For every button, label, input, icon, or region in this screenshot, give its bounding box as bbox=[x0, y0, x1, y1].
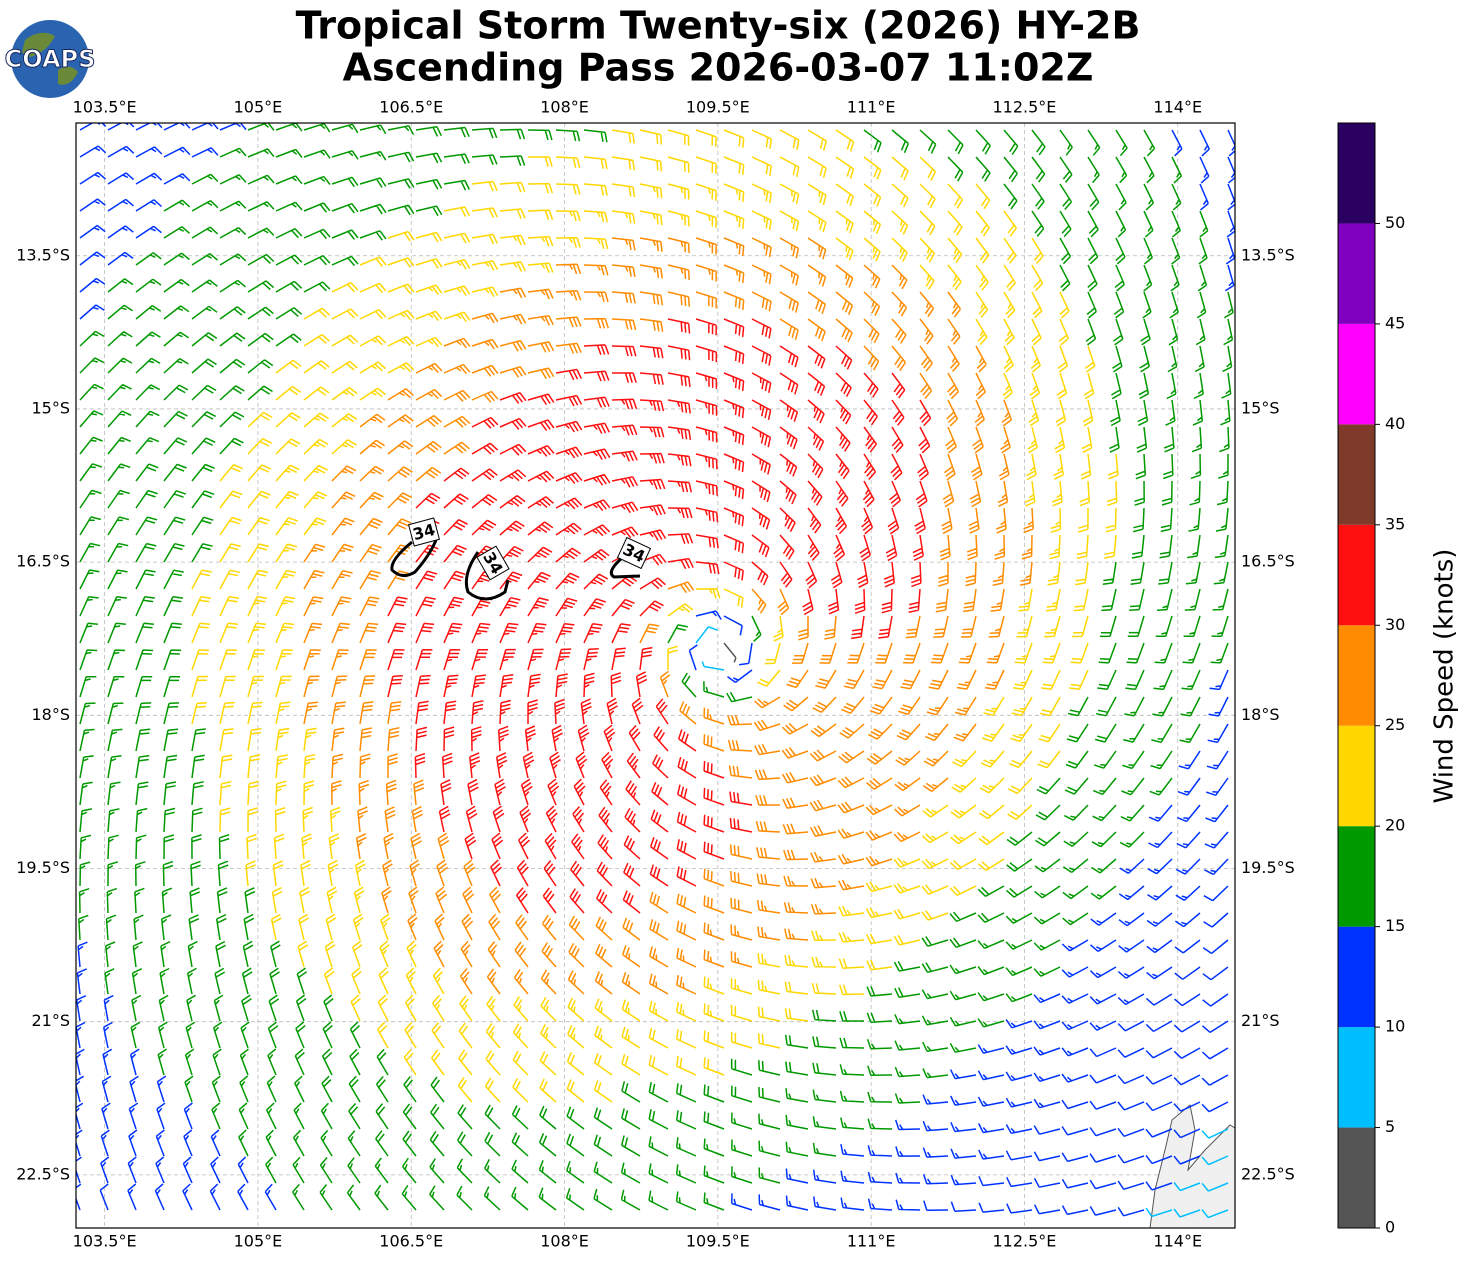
colorbar-bin bbox=[1338, 123, 1375, 224]
barb-group bbox=[387, 318, 932, 914]
colorbar-frame bbox=[1337, 122, 1376, 1229]
contour-34 bbox=[609, 556, 641, 579]
x-tick-label: 105°E bbox=[234, 98, 283, 117]
barb-group bbox=[191, 129, 1119, 1103]
y-tick-label: 18°S bbox=[31, 705, 70, 724]
x-tick-label: 106.5°E bbox=[379, 98, 443, 117]
colorbar-tick-label: 25 bbox=[1385, 715, 1405, 734]
map-frame bbox=[75, 122, 1236, 1229]
grid bbox=[76, 123, 1235, 1228]
colorbar-bin bbox=[1338, 524, 1375, 626]
y-tick-label: 16.5°S bbox=[1241, 552, 1295, 571]
contour-34 bbox=[464, 551, 510, 601]
x-tick-label: 105°E bbox=[234, 1232, 283, 1251]
colorbar-bin bbox=[1338, 625, 1375, 726]
y-tick-label: 18°S bbox=[1241, 705, 1280, 724]
y-tick-label: 16.5°S bbox=[16, 552, 70, 571]
barb-group bbox=[76, 123, 1235, 1217]
contour-label-box bbox=[407, 517, 441, 547]
x-tick-label: 111°E bbox=[847, 98, 896, 117]
barb-group bbox=[695, 626, 1229, 1219]
x-tick-label: 114°E bbox=[1153, 98, 1202, 117]
colorbar-bin bbox=[1338, 1127, 1375, 1228]
colorbar-bin bbox=[1338, 926, 1375, 1028]
logo: COAPS bbox=[4, 20, 96, 98]
colorbar-bin bbox=[1338, 323, 1375, 425]
y-tick-label: 21°S bbox=[1241, 1011, 1280, 1030]
x-tick-label: 111°E bbox=[847, 1232, 896, 1251]
y-tick-label: 19.5°S bbox=[1241, 858, 1295, 877]
colorbar-tick-label: 15 bbox=[1385, 916, 1405, 935]
x-tick-label: 106.5°E bbox=[379, 1232, 443, 1251]
colorbar-tick-label: 10 bbox=[1385, 1017, 1405, 1036]
contour-34 bbox=[390, 539, 438, 577]
contour-label: 34 bbox=[616, 536, 652, 570]
colorbar-bin bbox=[1338, 223, 1375, 324]
wind-barbs bbox=[76, 123, 1235, 1219]
contour-label-box bbox=[476, 545, 510, 581]
logo-land bbox=[22, 32, 78, 85]
y-tick-label: 15°S bbox=[1241, 398, 1280, 417]
x-tick-label: 103.5°E bbox=[73, 1232, 137, 1251]
y-tick-label: 13.5°S bbox=[16, 245, 70, 264]
title-line: Ascending Pass 2026-03-07 11:02Z bbox=[343, 46, 1094, 90]
colorbar-bin bbox=[1338, 424, 1375, 525]
colorbar-tick-label: 0 bbox=[1385, 1218, 1395, 1237]
colorbar-label: Wind Speed (knots) bbox=[1430, 549, 1460, 804]
barb-group bbox=[78, 123, 1234, 1211]
colorbar-tick-label: 20 bbox=[1385, 816, 1405, 835]
contours bbox=[390, 539, 641, 601]
colorbar-tick-label: 45 bbox=[1385, 313, 1405, 332]
x-tick-label: 114°E bbox=[1153, 1232, 1202, 1251]
colorbar-tick-label: 5 bbox=[1385, 1117, 1395, 1136]
contour-label: 34 bbox=[407, 517, 441, 547]
barb-group bbox=[723, 642, 737, 663]
x-tick-label: 109.5°E bbox=[686, 98, 750, 117]
colorbar: 0 5 10 15 20 25 30 35 40 45 50 bbox=[1337, 122, 1405, 1237]
x-tick-label: 108°E bbox=[540, 98, 589, 117]
y-tick-label: 15°S bbox=[31, 398, 70, 417]
colorbar-tick-label: 35 bbox=[1385, 514, 1405, 533]
land bbox=[1149, 1104, 1236, 1229]
x-tick-label: 108°E bbox=[540, 1232, 589, 1251]
colorbar-bin bbox=[1338, 1027, 1375, 1128]
title-line: Tropical Storm Twenty-six (2026) HY-2B bbox=[296, 4, 1141, 48]
x-tick-label: 103.5°E bbox=[73, 98, 137, 117]
colorbar-tick-label: 40 bbox=[1385, 414, 1405, 433]
y-tick-label: 22.5°S bbox=[1241, 1164, 1295, 1183]
y-tick-label: 13.5°S bbox=[1241, 245, 1295, 264]
x-tick-label: 109.5°E bbox=[686, 1232, 750, 1251]
barb-group bbox=[303, 237, 1034, 995]
logo-text: COAPS bbox=[5, 45, 96, 73]
colorbar-bin bbox=[1338, 725, 1375, 827]
y-tick-label: 21°S bbox=[31, 1011, 70, 1030]
x-tick-label: 112.5°E bbox=[992, 1232, 1056, 1251]
y-tick-label: 22.5°S bbox=[16, 1164, 70, 1183]
x-tick-label: 112.5°E bbox=[992, 98, 1056, 117]
colorbar-tick-label: 50 bbox=[1385, 213, 1405, 232]
y-tick-label: 19.5°S bbox=[16, 858, 70, 877]
contour-label-box bbox=[616, 536, 652, 570]
colorbar-bin bbox=[1338, 826, 1375, 927]
colorbar-tick-label: 30 bbox=[1385, 615, 1405, 634]
